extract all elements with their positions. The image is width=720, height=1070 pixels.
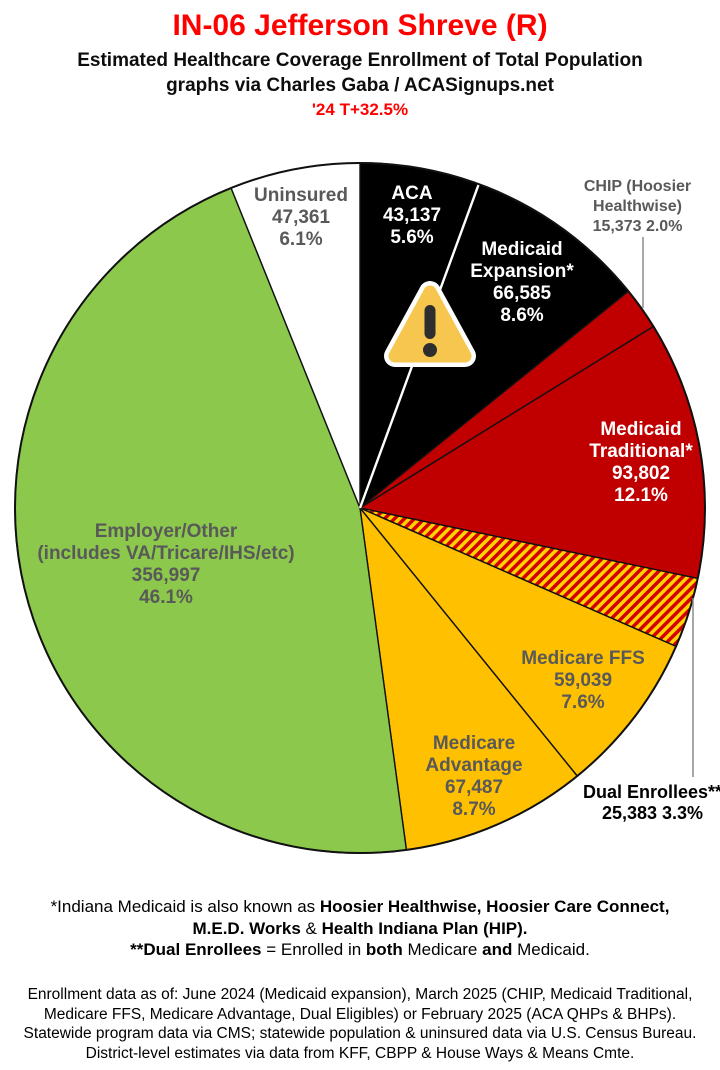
page-title: IN-06 Jefferson Shreve (R) [172,9,548,42]
slice-label-uninsured: Uninsured 47,361 6.1% [254,185,348,250]
slice-label-medicare-ffs: Medicare FFS 59,039 7.6% [521,648,645,713]
change-tag: '24 T+32.5% [311,100,409,119]
slice-label-employer-other: Employer/Other (includes VA/Tricare/IHS/… [37,521,295,608]
credit-line: graphs via Charles Gaba / ACASignups.net [166,75,554,96]
slice-label-medicaid-traditional: Medicaid Traditional* 93,802 12.1% [589,419,693,506]
slice-label-aca: ACA 43,137 5.6% [382,183,442,248]
page-subtitle: Estimated Healthcare Coverage Enrollment… [77,50,643,71]
slice-label-dual-enrollees: Dual Enrollees** 25,383 3.3% [582,782,720,823]
footnote-block: *Indiana Medicaid is also known as Hoosi… [0,896,720,961]
source-note-block: Enrollment data as of: June 2024 (Medica… [23,986,697,1062]
leader-lines [642,237,694,777]
footnote-line: *Indiana Medicaid is also known as Hoosi… [50,897,670,916]
footnote-line: M.E.D. Works & Health Indiana Plan (HIP)… [192,918,528,938]
pie-slices [14,162,706,854]
warning-icon [384,281,476,367]
slice-label-medicare-advantage: Medicare Advantage 67,487 8.7% [425,733,523,820]
slice-label-chip: CHIP (Hoosier Healthwise) 15,373 2.0% [583,178,692,235]
footnote-line: **Dual Enrollees = Enrolled in both Medi… [130,940,590,959]
slice-label-medicaid-expansion: Medicaid Expansion* 66,585 8.6% [470,239,574,326]
